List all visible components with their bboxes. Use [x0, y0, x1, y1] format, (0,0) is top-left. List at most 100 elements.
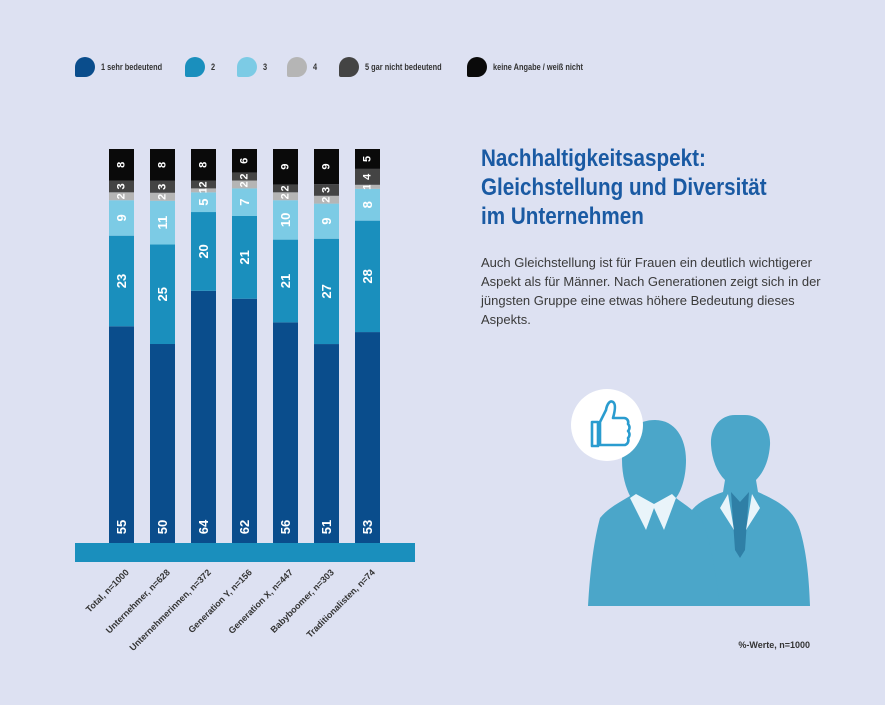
bar-segment — [232, 149, 257, 173]
bar-segment — [150, 192, 175, 201]
bar-segment — [273, 239, 298, 323]
bar-value-label: 62 — [237, 520, 252, 534]
title-line-2: Gleichstellung und Diversität — [481, 174, 767, 201]
woman-silhouette — [588, 420, 720, 606]
description-text: Auch Gleichstellung ist für Frauen ein d… — [481, 255, 821, 327]
bar-segment — [109, 235, 134, 327]
bar-value-label: 7 — [237, 199, 252, 206]
bar-segment — [355, 332, 380, 543]
bar-value-label: 8 — [198, 162, 210, 168]
bar-value-label: 21 — [237, 250, 252, 264]
bar-value-label: 23 — [114, 274, 129, 288]
legend-item: 3 — [237, 56, 268, 78]
bar-segment — [273, 200, 298, 240]
bar-value-label: 6 — [239, 158, 251, 164]
bar-segment — [232, 298, 257, 543]
bar-value-label: 53 — [360, 520, 375, 534]
bar-segment — [355, 149, 380, 169]
bar-segment — [355, 220, 380, 333]
legend-swatch-icon — [287, 57, 307, 77]
bar-value-label: 9 — [319, 218, 334, 225]
bar-segment — [150, 149, 175, 181]
bar-segment — [355, 168, 380, 185]
legend-swatch-icon — [75, 57, 95, 77]
page-title: Nachhaltigkeitsaspekt: Gleichstellung un… — [481, 144, 767, 231]
legend-swatch-icon — [339, 57, 359, 77]
bar-segment — [191, 188, 216, 193]
bar-value-label: 9 — [321, 163, 333, 169]
business-people-illustration — [571, 389, 810, 606]
bar-value-label: 4 — [362, 173, 374, 180]
bar-value-label: 51 — [319, 520, 334, 534]
bar-value-label: 2 — [157, 194, 169, 200]
bar-value-label: 8 — [157, 162, 169, 168]
bar-segment — [232, 172, 257, 181]
legend-label: 1 sehr bedeutend — [101, 62, 163, 72]
bar-value-label: 11 — [155, 216, 170, 230]
bar-segment — [191, 180, 216, 189]
chart-legend: 1 sehr bedeutend 2 3 4 5 gar nicht bedeutend… — [75, 56, 635, 80]
bar-value-label: 27 — [319, 284, 334, 298]
bar-value-label: 2 — [116, 193, 128, 199]
bar-value-label: 3 — [157, 184, 169, 190]
bar-value-label: 55 — [114, 520, 129, 534]
legend-item: 4 — [287, 56, 318, 78]
bar-value-label: 50 — [155, 520, 170, 534]
thumbs-up-bubble — [571, 389, 643, 461]
bar-value-label: 1 — [362, 184, 374, 190]
bar-segment — [314, 149, 339, 185]
bar-value-label: 2 — [321, 197, 333, 203]
bar-segment — [150, 244, 175, 345]
bar-value-label: 9 — [280, 164, 292, 170]
legend-label: 4 — [313, 62, 318, 72]
category-label: Unternehmerinnen, n=372 — [127, 567, 212, 652]
bar-value-label: 2 — [280, 185, 292, 191]
bar-value-label: 9 — [114, 214, 129, 221]
bar-segment — [109, 326, 134, 543]
legend-swatch-icon — [237, 57, 257, 77]
legend-item: 5 gar nicht bedeutend — [339, 56, 459, 78]
bar-segment — [232, 188, 257, 216]
bar-segment — [273, 149, 298, 185]
bar-segment — [150, 200, 175, 245]
bar-value-label: 56 — [278, 520, 293, 534]
bar-segment — [232, 215, 257, 299]
bar-value-label: 8 — [116, 162, 128, 168]
bar-value-label: 2 — [239, 181, 251, 187]
legend-label: 2 — [211, 62, 216, 72]
bar-segment — [150, 344, 175, 543]
bar-value-label: 20 — [196, 244, 211, 258]
bar-segment — [109, 149, 134, 181]
title-line-1: Nachhaltigkeitsaspekt: — [481, 145, 706, 172]
bar-segment — [109, 180, 134, 193]
bar-value-label: 28 — [360, 269, 375, 283]
bar-segment — [355, 184, 380, 189]
bar-value-label: 3 — [321, 187, 333, 193]
bar-value-label: 2 — [239, 174, 251, 180]
legend-item: 1 sehr bedeutend — [75, 56, 176, 78]
bar-segment — [314, 344, 339, 543]
bar-value-label: 2 — [280, 193, 292, 199]
bar-segment — [232, 180, 257, 189]
category-label: Traditionalisten, n=74 — [305, 567, 377, 639]
bar-segment — [314, 195, 339, 204]
legend-item: keine Angabe / weiß nicht — [467, 56, 603, 78]
legend-swatch-icon — [185, 57, 205, 77]
bar-value-label: 5 — [362, 156, 374, 162]
legend-swatch-icon — [467, 57, 487, 77]
bar-segment — [355, 188, 380, 221]
bar-value-label: 64 — [196, 519, 211, 534]
bar-segment — [314, 238, 339, 345]
bar-segment — [314, 184, 339, 196]
footnote: %-Werte, n=1000 — [738, 640, 810, 650]
bar-value-label: 1 — [198, 187, 210, 193]
bar-value-label: 21 — [278, 274, 293, 288]
legend-item: 2 — [185, 56, 216, 78]
bar-value-label: 25 — [155, 287, 170, 301]
bar-segment — [191, 149, 216, 181]
bar-segment — [273, 184, 298, 193]
title-line-3: im Unternehmen — [481, 203, 644, 230]
bar-segment — [273, 322, 298, 543]
legend-label: keine Angabe / weiß nicht — [493, 62, 583, 72]
